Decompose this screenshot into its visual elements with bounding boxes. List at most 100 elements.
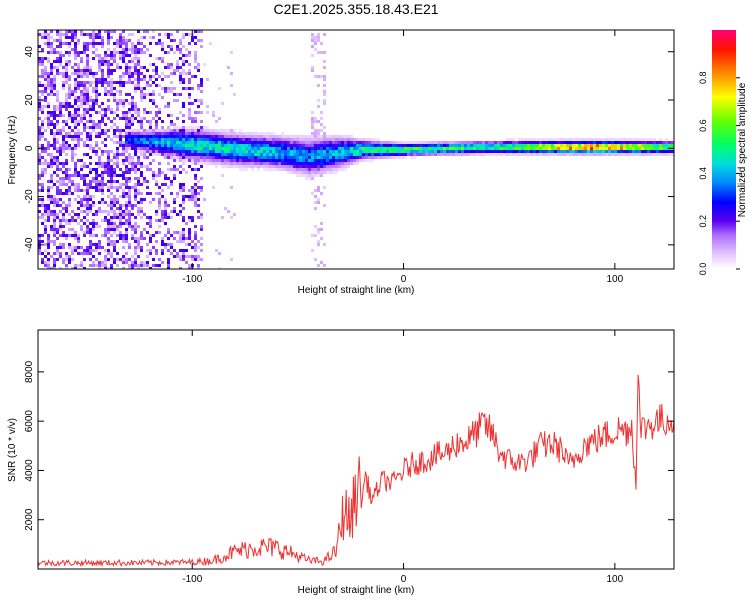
heatmap-cell — [158, 141, 161, 144]
heatmap-cell — [218, 135, 221, 138]
heatmap-cell — [257, 156, 260, 159]
heatmap-cell — [263, 168, 266, 171]
heatmap-cell — [110, 204, 113, 207]
heatmap-cell — [323, 51, 326, 54]
heatmap-cell — [308, 159, 311, 162]
heatmap-cell — [194, 249, 197, 252]
heatmap-cell — [455, 153, 458, 156]
heatmap-cell — [113, 213, 116, 216]
heatmap-cell — [449, 150, 452, 153]
heatmap-cell — [65, 60, 68, 63]
heatmap-cell — [116, 216, 119, 219]
heatmap-cell — [509, 150, 512, 153]
heatmap-cell — [41, 144, 44, 147]
heatmap-cell — [524, 144, 527, 147]
heatmap-cell — [671, 144, 674, 147]
heatmap-cell — [71, 120, 74, 123]
heatmap-cell — [296, 141, 299, 144]
heatmap-cell — [155, 114, 158, 117]
heatmap-cell — [50, 111, 53, 114]
heatmap-cell — [65, 63, 68, 66]
heatmap-cell — [110, 219, 113, 222]
heatmap-cell — [245, 135, 248, 138]
heatmap-cell — [125, 93, 128, 96]
heatmap-cell — [197, 159, 200, 162]
heatmap-cell — [68, 135, 71, 138]
heatmap-cell — [125, 138, 128, 141]
heatmap-cell — [62, 219, 65, 222]
heatmap-cell — [56, 189, 59, 192]
heatmap-cell — [185, 141, 188, 144]
heatmap-cell — [362, 150, 365, 153]
heatmap-cell — [491, 141, 494, 144]
heatmap-cell — [203, 153, 206, 156]
heatmap-cell — [299, 135, 302, 138]
heatmap-cell — [323, 153, 326, 156]
heatmap-cell — [122, 192, 125, 195]
heatmap-cell — [113, 69, 116, 72]
heatmap-cell — [107, 117, 110, 120]
heatmap-cell — [362, 144, 365, 147]
heatmap-cell — [221, 141, 224, 144]
heatmap-cell — [113, 129, 116, 132]
heatmap-cell — [47, 105, 50, 108]
heatmap-cell — [164, 234, 167, 237]
heatmap-cell — [92, 36, 95, 39]
heatmap-cell — [539, 144, 542, 147]
heatmap-cell — [131, 156, 134, 159]
heatmap-cell — [137, 75, 140, 78]
heatmap-cell — [56, 168, 59, 171]
heatmap-cell — [65, 66, 68, 69]
heatmap-cell — [194, 234, 197, 237]
heatmap-cell — [236, 135, 239, 138]
heatmap-cell — [86, 90, 89, 93]
heatmap-cell — [134, 63, 137, 66]
heatmap-cell — [467, 147, 470, 150]
heatmap-cell — [95, 102, 98, 105]
heatmap-cell — [137, 267, 140, 269]
heatmap-cell — [68, 60, 71, 63]
heatmap-cell — [530, 138, 533, 141]
heatmap-cell — [98, 54, 101, 57]
snr-x-tick-label: 100 — [606, 574, 623, 585]
heatmap-cell — [80, 201, 83, 204]
heatmap-cell — [206, 141, 209, 144]
heatmap-cell — [107, 165, 110, 168]
heatmap-cell — [194, 246, 197, 249]
heatmap-cell — [125, 54, 128, 57]
heatmap-cell — [98, 57, 101, 60]
heatmap-cell — [185, 255, 188, 258]
heatmap-cell — [134, 168, 137, 171]
heatmap-cell — [86, 207, 89, 210]
heatmap-cell — [155, 174, 158, 177]
heatmap-cell — [314, 162, 317, 165]
heatmap-cell — [86, 186, 89, 189]
heatmap-cell — [164, 129, 167, 132]
heatmap-cell — [50, 129, 53, 132]
heatmap-cell — [161, 60, 164, 63]
heatmap-cell — [83, 84, 86, 87]
heatmap-cell — [422, 150, 425, 153]
heatmap-cell — [41, 84, 44, 87]
heatmap-cell — [101, 102, 104, 105]
heatmap-cell — [338, 135, 341, 138]
heatmap-cell — [194, 201, 197, 204]
heatmap-cell — [158, 162, 161, 165]
heatmap-cell — [434, 147, 437, 150]
heatmap-cell — [173, 93, 176, 96]
heatmap-cell — [89, 126, 92, 129]
heatmap-cell — [155, 132, 158, 135]
heatmap-cell — [644, 153, 647, 156]
heatmap-cell — [74, 84, 77, 87]
spectrogram-cells — [38, 30, 674, 269]
heatmap-cell — [311, 174, 314, 177]
heatmap-cell — [143, 78, 146, 81]
colorbar-ticks: 0.00.20.40.60.8 — [698, 72, 740, 275]
heatmap-cell — [152, 117, 155, 120]
heatmap-cell — [56, 252, 59, 255]
heatmap-cell — [53, 108, 56, 111]
heatmap-cell — [128, 129, 131, 132]
heatmap-cell — [602, 141, 605, 144]
heatmap-cell — [62, 258, 65, 261]
heatmap-cell — [41, 150, 44, 153]
